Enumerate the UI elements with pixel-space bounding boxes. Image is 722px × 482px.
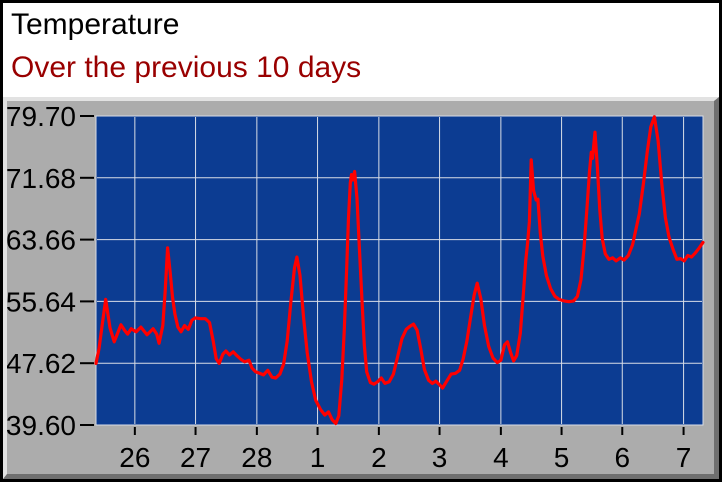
y-axis-label: 39.60: [7, 410, 76, 441]
x-axis-label: 7: [676, 442, 692, 473]
x-axis-label: 26: [119, 442, 150, 473]
x-axis-label: 27: [180, 442, 211, 473]
plot-area: [95, 115, 704, 426]
y-axis-label: 63.66: [7, 225, 76, 256]
y-axis-label: 79.70: [7, 101, 76, 132]
x-axis-label: 4: [493, 442, 509, 473]
x-axis-label: 3: [432, 442, 448, 473]
y-axis-label: 55.64: [7, 286, 76, 317]
x-axis-label: 5: [554, 442, 570, 473]
x-axis-label: 28: [241, 442, 272, 473]
temperature-line: [94, 115, 705, 426]
chart-subtitle: Over the previous 10 days: [11, 51, 362, 84]
chart-panel: 26 27 28 1 2 3 4 5 6 7 79.70 71.68 63.66 55.64 47.62 39…: [3, 97, 719, 479]
temperature-line-chart: 26 27 28 1 2 3 4 5 6 7 79.70 71.68 63.66 55.64 47.62 39…: [7, 101, 705, 473]
x-axis-label: 1: [310, 442, 326, 473]
x-axis-label: 6: [614, 442, 630, 473]
y-axis-label: 47.62: [7, 348, 76, 379]
chart-header: Temperature Over the previous 10 days: [3, 3, 719, 97]
chart-title: Temperature: [11, 8, 180, 41]
x-axis-label: 2: [371, 442, 387, 473]
y-axis-label: 71.68: [7, 163, 76, 194]
